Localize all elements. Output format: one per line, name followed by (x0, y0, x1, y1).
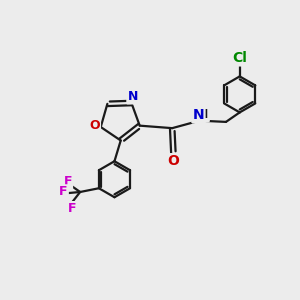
Text: O: O (167, 154, 179, 168)
Text: N: N (193, 108, 204, 122)
Text: F: F (59, 185, 68, 199)
Text: F: F (68, 202, 76, 215)
Text: O: O (89, 119, 100, 132)
Text: N: N (128, 90, 138, 103)
Text: F: F (63, 176, 72, 188)
Text: H: H (198, 108, 208, 121)
Text: Cl: Cl (232, 51, 247, 65)
